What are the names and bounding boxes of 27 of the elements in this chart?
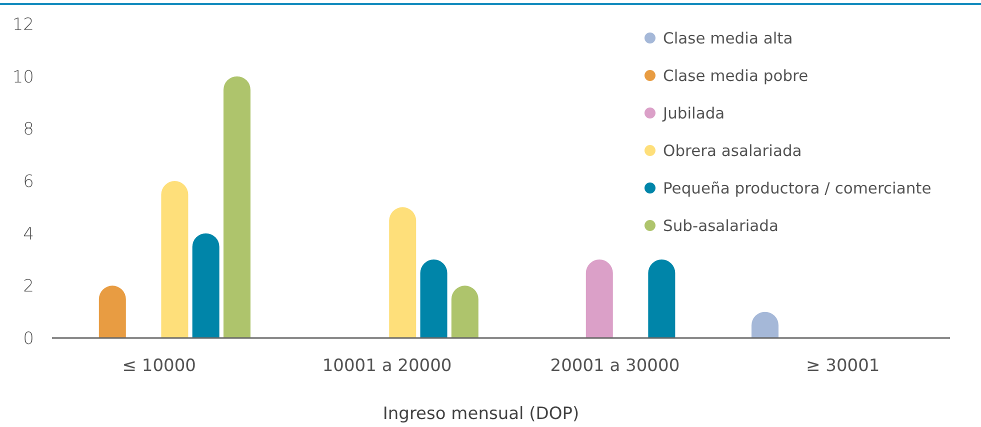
- x-tick-label: ≥ 30001: [806, 356, 880, 376]
- x-tick-label: 10001 a 20000: [322, 356, 452, 376]
- y-tick-label: 8: [23, 120, 34, 140]
- x-tick-label: 20001 a 30000: [550, 356, 680, 376]
- bar: [451, 286, 478, 338]
- y-tick-label: 6: [23, 172, 34, 192]
- bar: [223, 76, 250, 338]
- y-tick-label: 10: [12, 67, 34, 88]
- bar: [389, 207, 416, 338]
- y-tick-label: 2: [23, 276, 34, 297]
- legend-label: Pequeña productora / comerciante: [663, 179, 932, 198]
- legend-label: Sub-asalariada: [663, 216, 778, 235]
- x-tick-label: ≤ 10000: [122, 356, 196, 376]
- legend-label: Clase media alta: [663, 29, 793, 48]
- legend-label: Jubilada: [662, 104, 725, 122]
- bar: [192, 233, 220, 338]
- legend-label: Obrera asalariada: [663, 142, 802, 160]
- x-axis-title: Ingreso mensual (DOP): [382, 404, 580, 424]
- bar: [586, 260, 613, 338]
- bar: [648, 260, 676, 338]
- y-tick-label: 4: [23, 224, 34, 244]
- bar: [161, 181, 188, 338]
- y-tick-label: 12: [12, 14, 34, 35]
- legend-label: Clase media pobre: [663, 66, 808, 85]
- bar: [420, 260, 448, 338]
- bar: [98, 286, 126, 338]
- y-tick-label: 0: [23, 328, 34, 349]
